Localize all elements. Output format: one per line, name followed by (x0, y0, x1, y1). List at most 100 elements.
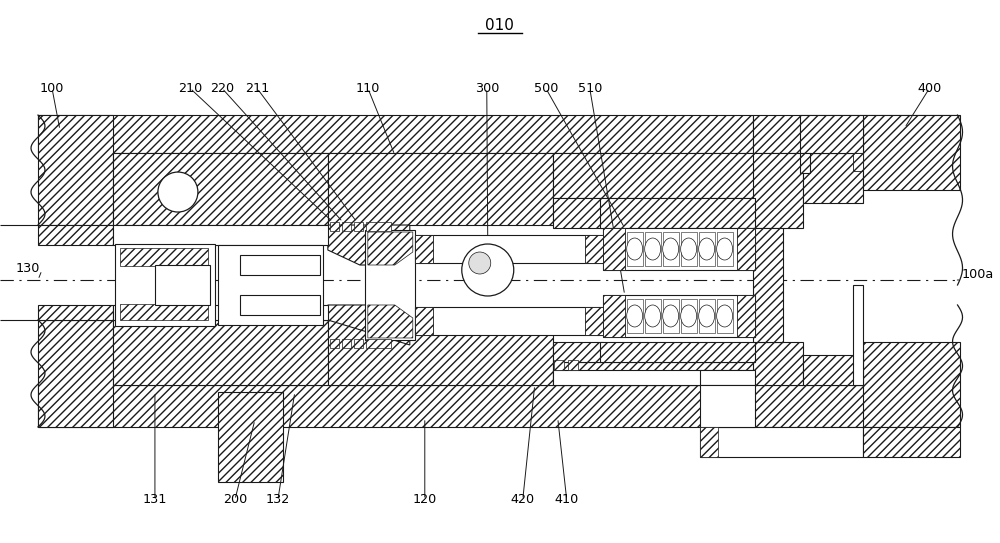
Bar (568, 360, 578, 370)
Ellipse shape (699, 238, 715, 260)
Circle shape (469, 252, 491, 274)
Bar (354, 222, 363, 231)
Bar (240, 255, 320, 275)
Bar (603, 228, 755, 270)
Text: 211: 211 (245, 81, 269, 94)
Bar (113, 153, 328, 225)
Bar (366, 222, 391, 231)
Bar (700, 370, 755, 385)
Bar (753, 342, 803, 385)
Ellipse shape (645, 305, 661, 327)
Bar (155, 265, 210, 305)
Bar (113, 320, 328, 385)
Text: 010: 010 (485, 17, 514, 33)
Bar (218, 392, 283, 482)
Bar (354, 339, 363, 348)
Bar (645, 299, 661, 333)
Bar (803, 355, 863, 385)
Bar (38, 225, 113, 245)
Bar (218, 245, 323, 325)
Bar (365, 230, 415, 340)
Bar (342, 222, 351, 231)
Text: 300: 300 (475, 81, 499, 94)
Bar (554, 360, 564, 370)
Bar (113, 305, 328, 320)
Bar (585, 307, 603, 335)
Bar (415, 235, 433, 263)
Bar (120, 248, 208, 266)
Text: 100a: 100a (962, 268, 994, 281)
Bar (737, 228, 755, 270)
Polygon shape (368, 305, 413, 338)
Ellipse shape (645, 238, 661, 260)
Bar (553, 362, 758, 385)
Bar (717, 299, 733, 333)
Circle shape (462, 244, 514, 296)
Text: 510: 510 (578, 81, 602, 94)
Bar (415, 235, 605, 263)
Text: 100: 100 (40, 81, 64, 94)
Bar (600, 342, 755, 362)
Bar (645, 232, 661, 266)
Bar (700, 427, 718, 457)
Bar (863, 115, 960, 190)
Bar (627, 232, 643, 266)
Bar (681, 299, 697, 333)
Bar (38, 115, 753, 153)
Bar (717, 232, 733, 266)
Bar (700, 385, 755, 427)
Bar (553, 198, 603, 228)
Bar (627, 299, 643, 333)
Bar (753, 385, 958, 427)
Polygon shape (328, 225, 410, 265)
Text: 120: 120 (413, 494, 437, 507)
Ellipse shape (681, 305, 697, 327)
Bar (38, 305, 113, 320)
Bar (415, 307, 433, 335)
Bar (366, 339, 391, 348)
Bar (603, 228, 625, 270)
Bar (113, 225, 328, 245)
Bar (699, 232, 715, 266)
Bar (330, 222, 339, 231)
Text: 200: 200 (223, 494, 247, 507)
Polygon shape (368, 232, 413, 265)
Ellipse shape (681, 238, 697, 260)
Bar (853, 285, 863, 385)
Bar (38, 385, 753, 427)
Text: 210: 210 (178, 81, 202, 94)
Bar (663, 232, 679, 266)
Bar (600, 198, 755, 228)
Bar (115, 244, 215, 326)
Polygon shape (328, 305, 410, 345)
Bar (800, 153, 810, 173)
Bar (240, 295, 320, 315)
Text: 130: 130 (16, 262, 40, 275)
Bar (330, 339, 339, 348)
Bar (699, 299, 715, 333)
Bar (38, 115, 113, 225)
Bar (38, 320, 113, 427)
Ellipse shape (627, 305, 643, 327)
Bar (415, 307, 605, 335)
Text: 131: 131 (143, 494, 167, 507)
Bar (603, 295, 755, 337)
Ellipse shape (699, 305, 715, 327)
Ellipse shape (663, 305, 679, 327)
Bar (328, 320, 553, 385)
Bar (853, 153, 863, 171)
Text: 410: 410 (555, 494, 579, 507)
Circle shape (158, 172, 198, 212)
Text: 420: 420 (511, 494, 535, 507)
Bar (553, 153, 758, 198)
Bar (863, 427, 960, 457)
Bar (585, 235, 603, 263)
Ellipse shape (717, 305, 733, 327)
Bar (553, 342, 603, 362)
Bar (753, 115, 958, 153)
Bar (753, 228, 783, 342)
Bar (603, 295, 625, 337)
Bar (342, 339, 351, 348)
Text: 400: 400 (917, 81, 942, 94)
Bar (663, 299, 679, 333)
